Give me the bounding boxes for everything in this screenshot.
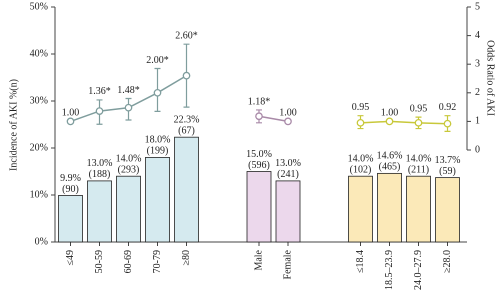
odds-ratio-point: [255, 112, 263, 121]
bar-count-label: (102): [350, 164, 372, 175]
bar: [275, 180, 301, 243]
bar-count-label: (199): [147, 146, 169, 157]
x-tick-label: ≥80: [181, 250, 192, 266]
y-tick-label: 30%: [30, 95, 48, 106]
x-tick-label: ≤49: [65, 250, 76, 266]
bar-value-label: 14.0%: [116, 153, 142, 164]
odds-ratio-line: [258, 115, 289, 123]
bar-count-label: (188): [89, 169, 111, 180]
y-tick-label: 0%: [35, 236, 48, 247]
bar-value-label: 22.3%: [174, 114, 200, 125]
bar: [58, 195, 83, 243]
odds-ratio-point: [356, 118, 365, 127]
odds-ratio-label: 1.00: [279, 108, 297, 119]
bar-count-label: (67): [178, 125, 195, 136]
odds-ratio-point: [414, 118, 423, 127]
bar: [377, 172, 402, 243]
bar-value-label: 14.6%: [377, 151, 403, 162]
x-tick-label: Male: [253, 249, 264, 270]
x-tick-label: 18.5–23.9: [384, 250, 395, 290]
bar-count-label: (293): [118, 164, 140, 175]
odds-ratio-label: 0.92: [439, 102, 457, 113]
bar: [246, 171, 272, 243]
x-tick-label: 24.0–27.9: [413, 250, 424, 290]
x-tick-label: 70-79: [152, 250, 163, 273]
x-tick-label: ≥28.0: [442, 250, 453, 273]
y-tick-label: 20%: [30, 142, 48, 153]
odds-ratio-point: [95, 107, 104, 115]
odds-ratio-label: 0.95: [352, 102, 370, 113]
y2-tick-label: 4: [475, 30, 480, 41]
y2-axis-label: Odds Ratio of AKI: [485, 40, 496, 116]
bar-value-label: 15.0%: [246, 149, 272, 160]
bar-value-label: 18.0%: [145, 135, 171, 146]
y-axis-label: Incidence of AKI %(n): [8, 79, 19, 171]
bar: [145, 156, 170, 243]
odds-ratio-point: [153, 88, 162, 97]
odds-ratio-label: 1.48*: [117, 85, 140, 96]
x-tick-label: ≤18.4: [355, 250, 366, 273]
y-tick-label: 10%: [30, 189, 48, 200]
odds-ratio-label: 1.18*: [248, 96, 271, 107]
odds-ratio-point: [124, 103, 133, 112]
odds-ratio-point: [284, 117, 292, 126]
bar: [174, 136, 199, 243]
odds-ratio-point: [66, 117, 75, 126]
x-tick-label: 60-69: [123, 250, 134, 273]
bar-value-label: 9.9%: [60, 173, 81, 184]
bar-count-label: (59): [439, 166, 456, 177]
odds-ratio-point: [385, 117, 394, 126]
bar: [435, 177, 460, 243]
y2-tick-label: 0: [475, 144, 480, 155]
y2-tick-label: 3: [475, 58, 480, 69]
bar-value-label: 13.7%: [435, 155, 461, 166]
y2-tick-label: 1: [475, 116, 480, 127]
x-tick-label: Female: [282, 249, 293, 279]
x-tick-label: 50-59: [94, 250, 105, 273]
bar-value-label: 13.0%: [275, 158, 301, 169]
odds-ratio-label: 0.95: [410, 103, 428, 114]
y2-tick-label: 5: [475, 1, 480, 12]
bar-value-label: 14.0%: [406, 153, 432, 164]
bar: [406, 175, 431, 243]
odds-ratio-label: 2.00*: [146, 55, 169, 66]
bar-count-label: (596): [248, 160, 270, 171]
bar-count-label: (465): [379, 162, 401, 173]
y2-tick-label: 2: [475, 87, 480, 98]
odds-ratio-label: 1.36*: [88, 86, 111, 97]
y-tick-label: 50%: [30, 1, 48, 12]
bar-value-label: 13.0%: [87, 158, 113, 169]
odds-ratio-point: [182, 71, 191, 80]
odds-ratio-line: [360, 120, 448, 125]
y-tick-label: 40%: [30, 48, 48, 59]
bar-value-label: 14.0%: [348, 153, 374, 164]
bar-count-label: (90): [62, 184, 79, 195]
bar: [116, 175, 141, 243]
odds-ratio-label: 2.60*: [175, 30, 198, 41]
odds-ratio-label: 1.00: [62, 108, 80, 119]
odds-ratio-label: 1.00: [381, 108, 399, 119]
odds-ratio-point: [443, 119, 452, 128]
bar: [348, 175, 373, 243]
bar-count-label: (211): [408, 164, 429, 175]
bar-count-label: (241): [277, 169, 299, 180]
bar: [87, 180, 112, 243]
